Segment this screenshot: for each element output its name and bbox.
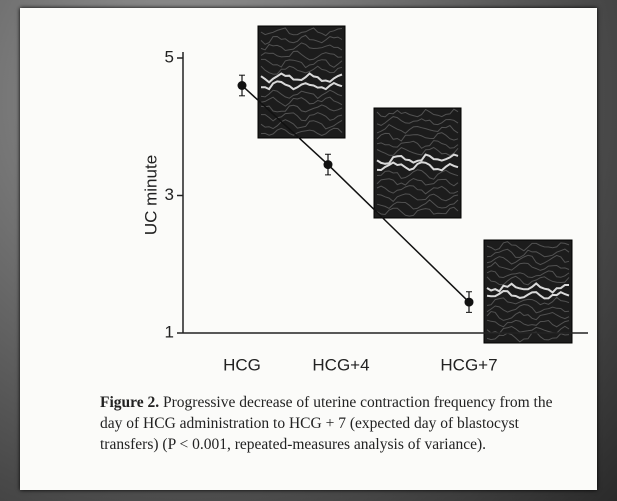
inset-texture	[260, 27, 343, 37]
inset-texture	[486, 241, 570, 252]
inset-texture	[376, 199, 459, 210]
point	[323, 160, 333, 170]
inset-texture	[376, 153, 459, 165]
inset-texture	[486, 303, 570, 314]
x-tick-label: HCG+4	[312, 355, 369, 374]
inset-texture	[376, 132, 459, 142]
inset-texture	[376, 177, 459, 187]
inset-texture	[486, 310, 570, 321]
inset-texture	[376, 140, 459, 149]
inset-texture	[261, 58, 343, 69]
y-tick-label: 3	[165, 185, 174, 204]
inset-texture	[376, 206, 459, 217]
inset-texture	[260, 89, 343, 100]
inset-texture	[486, 319, 570, 328]
y-axis-label: UC minute	[141, 155, 160, 235]
inset-texture	[486, 261, 570, 271]
inset-texture	[376, 116, 459, 126]
inset-texture	[376, 161, 459, 172]
inset-texture	[260, 119, 343, 130]
inset-texture	[260, 104, 343, 113]
point	[464, 297, 474, 307]
inset-texture	[376, 123, 459, 134]
inset-texture	[260, 72, 343, 84]
y-tick-label: 1	[165, 322, 174, 341]
inset-texture	[376, 169, 459, 180]
inset-texture	[486, 275, 570, 286]
x-tick-label: HCG+7	[440, 355, 497, 374]
inset-texture	[376, 185, 459, 195]
inset-texture	[260, 34, 343, 45]
inset-texture	[486, 289, 570, 300]
inset-texture	[486, 331, 570, 343]
inset-texture	[376, 193, 459, 203]
inset-texture	[486, 296, 570, 306]
inset-texture	[261, 112, 343, 122]
y-tick-label: 5	[165, 47, 174, 66]
inset-texture	[486, 282, 569, 294]
inset-texture	[486, 270, 570, 279]
caption-text: Progressive decrease of uterine contract…	[100, 394, 553, 453]
point	[237, 81, 247, 90]
inset-texture	[376, 108, 459, 118]
caption-label: Figure 2.	[100, 394, 160, 411]
inset-texture	[260, 80, 343, 91]
inset-texture	[260, 42, 343, 52]
inset-texture	[376, 146, 459, 157]
inset-texture	[486, 248, 570, 258]
inset-texture	[260, 96, 343, 107]
inset-texture	[486, 254, 570, 266]
inset-texture	[260, 50, 343, 61]
caption: Figure 2. Progressive decrease of uterin…	[100, 392, 570, 455]
inset-texture	[260, 127, 343, 136]
inset-texture	[260, 65, 343, 75]
x-tick-label: HCG	[223, 355, 261, 374]
